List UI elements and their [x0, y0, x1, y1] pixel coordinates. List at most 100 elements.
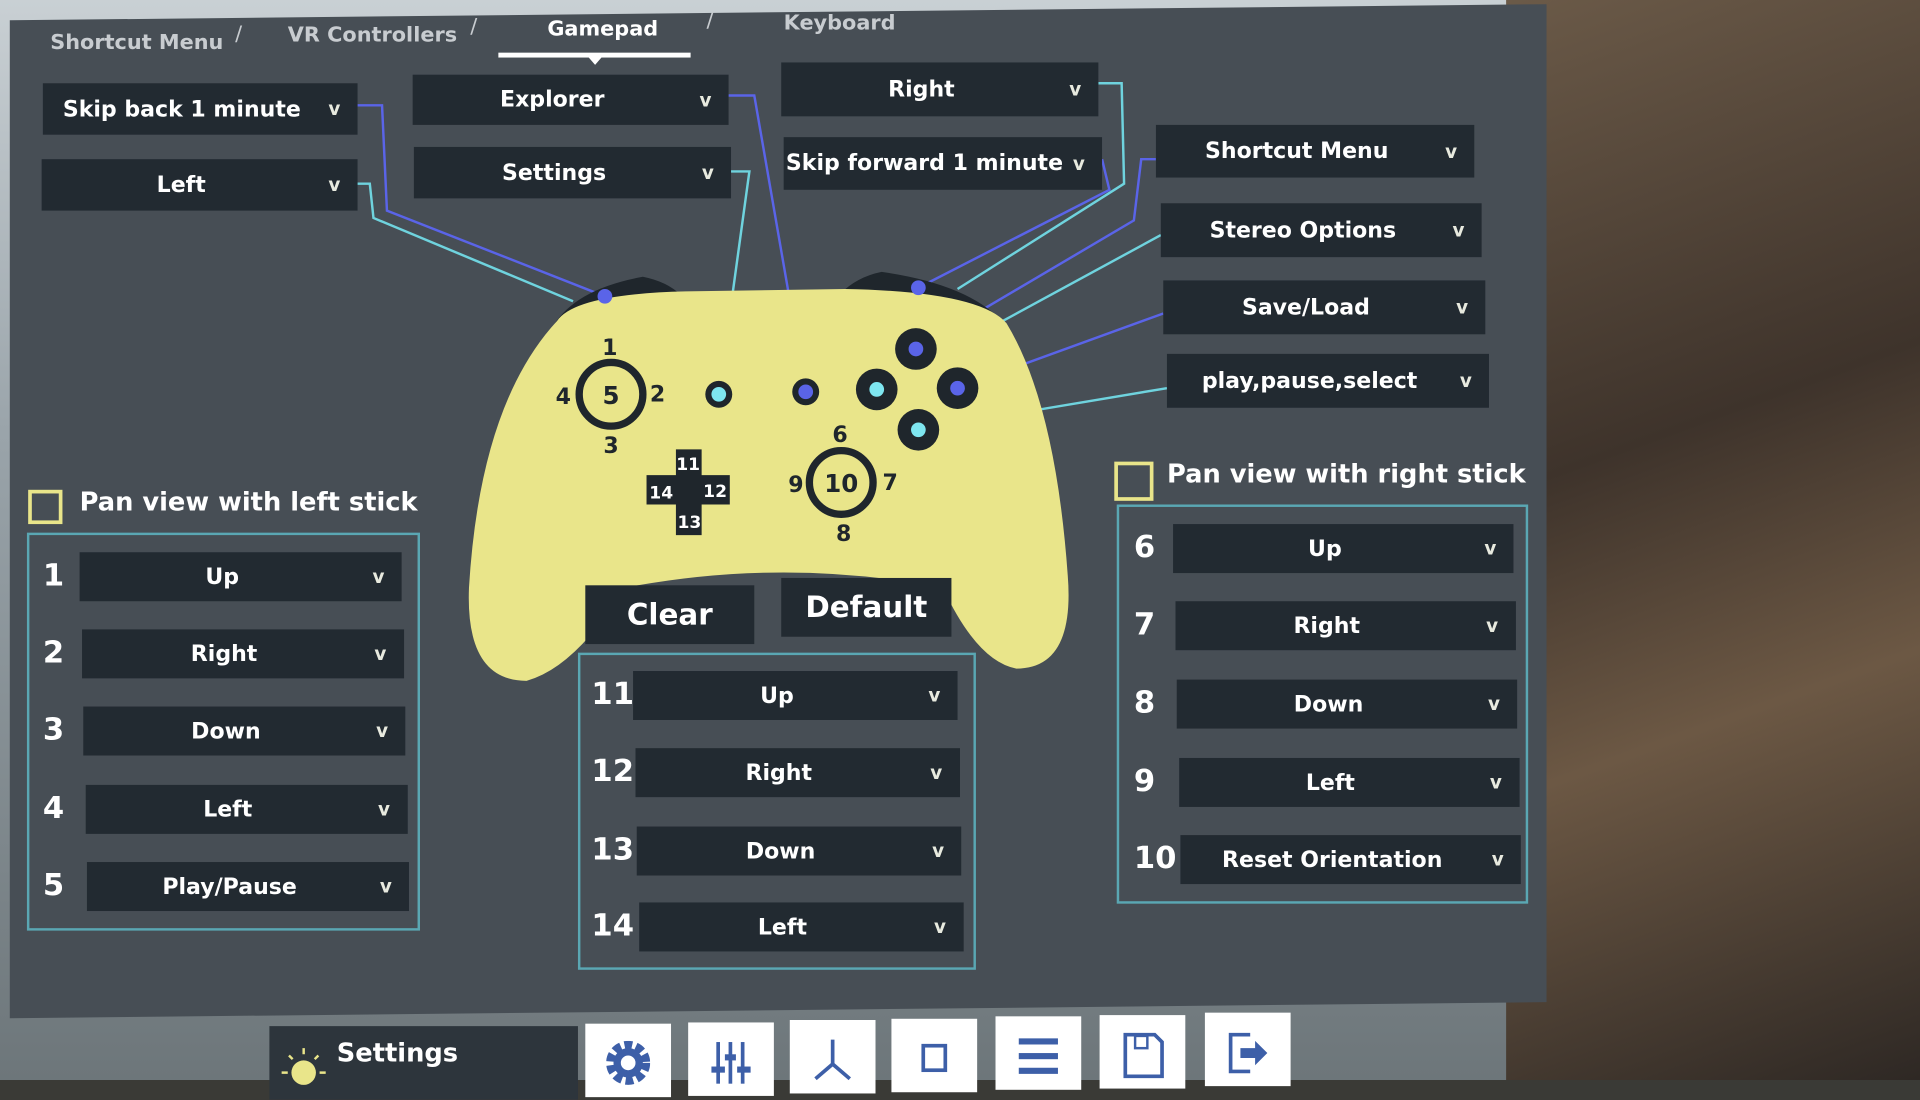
chevron-down-icon: v [1484, 537, 1497, 560]
a-button-dropdown[interactable]: play,pause,select v [1166, 353, 1489, 408]
chevron-down-icon: v [376, 720, 389, 743]
tab-separator: / [470, 14, 478, 40]
right-bumper-dropdown[interactable]: Skip forward 1 minute v [783, 137, 1103, 190]
b-button-dropdown[interactable]: Save/Load v [1163, 280, 1486, 335]
chevron-down-icon: v [1459, 369, 1472, 392]
rs-up-label: 6 [832, 423, 847, 448]
left-stick-dropdown[interactable]: Right v [81, 629, 404, 679]
dropdown-value: Left [203, 796, 253, 823]
sliders-tool-button[interactable] [688, 1021, 774, 1096]
right-stick-dropdown[interactable]: Right v [1174, 601, 1516, 651]
left-stick-dropdown[interactable]: Left v [85, 784, 408, 834]
right-stick-dropdown[interactable]: Down v [1176, 679, 1518, 729]
dpad-dropdown[interactable]: Left v [638, 902, 964, 952]
axes-tool-button[interactable] [789, 1020, 876, 1094]
chevron-down-icon: v [699, 88, 712, 111]
default-button[interactable]: Default [781, 577, 952, 637]
exit-tool-button[interactable] [1204, 1012, 1291, 1087]
right-stick-row-number: 8 [1133, 684, 1156, 721]
b-button-dot [950, 380, 965, 396]
tab-vr-controllers[interactable]: VR Controllers [287, 23, 458, 48]
right-bumper-dot [911, 280, 926, 296]
dropdown-value: Skip back 1 minute [62, 96, 301, 122]
settings-title: Settings [336, 1038, 459, 1068]
dpad-right-label: 12 [703, 482, 727, 502]
chevron-down-icon: v [1069, 78, 1082, 101]
x-button-dot [869, 382, 885, 397]
dropdown-value: Left [156, 172, 206, 198]
clear-button[interactable]: Clear [585, 585, 755, 645]
dropdown-value: Reset Orientation [1222, 846, 1443, 873]
dpad-row-number: 11 [591, 675, 635, 712]
chevron-down-icon: v [932, 840, 945, 863]
ls-left-label: 4 [556, 385, 571, 410]
left-stick-mapping-group [26, 532, 421, 931]
active-tab-indicator [498, 52, 691, 58]
rs-right-label: 7 [883, 471, 898, 496]
dropdown-value: Up [1308, 535, 1342, 562]
dropdown-value: Right [745, 759, 813, 786]
connector-line [956, 82, 1126, 291]
connector-line [915, 157, 1156, 351]
dpad-dropdown[interactable]: Down v [636, 826, 962, 876]
chevron-down-icon: v [328, 173, 341, 196]
gear-icon [606, 1040, 651, 1085]
pan-right-stick-checkbox[interactable] [1114, 461, 1154, 501]
chevron-down-icon: v [379, 875, 392, 898]
dropdown-value: Right [190, 641, 258, 667]
left-stick-dropdown[interactable]: Play/Pause v [86, 862, 409, 912]
left-stick-dropdown[interactable]: Down v [83, 706, 406, 756]
pan-left-stick-checkbox[interactable] [28, 489, 63, 525]
left-bumper-dropdown[interactable]: Skip back 1 minute v [42, 83, 358, 135]
left-stick-row-number: 1 [42, 557, 65, 593]
dropdown-value: Up [760, 682, 794, 709]
dpad-left-label: 14 [649, 483, 673, 503]
tab-shortcut-menu[interactable]: Shortcut Menu [50, 30, 224, 56]
right-stick-dropdown[interactable]: Reset Orientation v [1180, 835, 1521, 885]
dpad-dropdown[interactable]: Right v [634, 748, 960, 798]
menu-tool-button[interactable] [995, 1016, 1082, 1090]
gear-tool-button[interactable] [585, 1023, 672, 1098]
view-button-dropdown[interactable]: Settings v [413, 146, 732, 199]
tab-separator: / [235, 22, 243, 47]
connector-line [917, 158, 1111, 289]
chevron-down-icon: v [1445, 140, 1458, 163]
right-stick-dropdown[interactable]: Left v [1178, 757, 1519, 807]
menu-icon [1018, 1038, 1058, 1074]
square-tool-button[interactable] [891, 1018, 978, 1092]
exit-icon [1228, 1032, 1268, 1074]
left-stick-ring [575, 358, 647, 430]
dropdown-value: Down [745, 838, 816, 864]
chevron-down-icon: v [374, 642, 387, 665]
controller-body [468, 288, 1069, 681]
ls-right-label: 2 [650, 383, 665, 408]
chevron-down-icon: v [1491, 848, 1504, 871]
dpad-dropdown[interactable]: Up v [633, 671, 958, 721]
tab-gamepad[interactable]: Gamepad [547, 17, 659, 42]
save-tool-button[interactable] [1099, 1014, 1186, 1088]
dropdown-value: Down [191, 718, 261, 744]
right-stick-ring [805, 446, 877, 518]
left-bumper-dot [597, 288, 613, 304]
left-trigger-dropdown[interactable]: Left v [41, 159, 358, 211]
ls-down-label: 3 [603, 434, 618, 459]
ls-press-label: 5 [603, 381, 620, 410]
tab-keyboard[interactable]: Keyboard [783, 11, 896, 36]
ls-up-label: 1 [602, 336, 617, 361]
menu-button-dropdown[interactable]: Explorer v [412, 74, 729, 125]
dropdown-value: Skip forward 1 minute [785, 150, 1064, 177]
chevron-down-icon: v [1489, 771, 1502, 794]
y-button-dropdown[interactable]: Shortcut Menu v [1155, 124, 1475, 178]
right-stick-row-number: 9 [1133, 762, 1156, 799]
dpad-row-number: 14 [591, 907, 635, 943]
left-stick-dropdown[interactable]: Up v [79, 552, 402, 602]
dpad-up-label: 11 [676, 455, 700, 475]
x-button-dropdown[interactable]: Stereo Options v [1160, 203, 1482, 258]
dropdown-value: Left [1305, 769, 1355, 796]
view-button-dot [711, 386, 727, 402]
a-button-dot [911, 422, 926, 438]
right-trigger-dropdown[interactable]: Right v [781, 62, 1099, 117]
chevron-down-icon: v [1488, 693, 1501, 716]
right-stick-dropdown[interactable]: Up v [1173, 524, 1514, 574]
right-stick-mapping-group [1116, 504, 1529, 904]
